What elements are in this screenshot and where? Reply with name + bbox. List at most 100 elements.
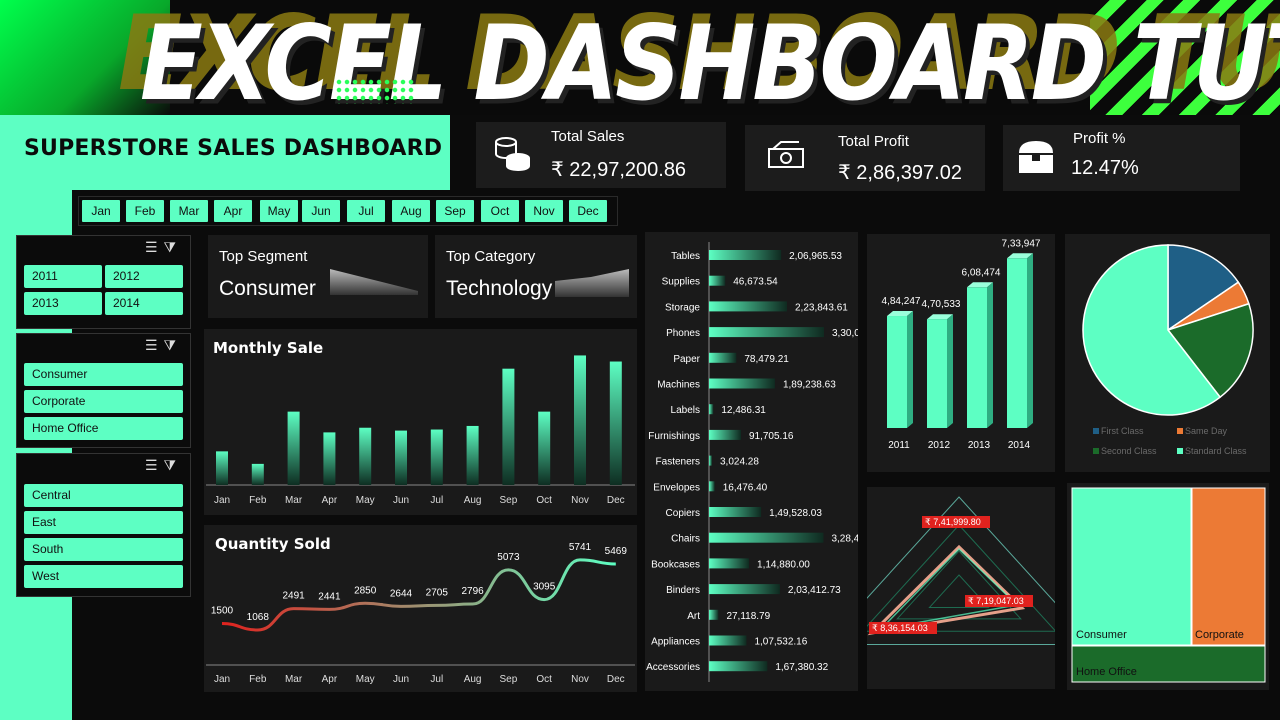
top-category-card: Top Category Technology <box>435 235 637 318</box>
tick-label: Oct <box>536 674 552 685</box>
category-label: Paper <box>673 354 700 365</box>
data-label: 4,84,247 <box>882 296 921 307</box>
data-label: 6,08,474 <box>962 267 1001 278</box>
radar-series-glow <box>878 547 1019 631</box>
clear-filter-icon[interactable]: ⧩ <box>163 239 182 255</box>
segment-slicer: ☰⧩ Consumer Corporate Home Office <box>16 333 191 448</box>
monthly-sale-svg: Jan Feb Mar Apr May Jun Jul Aug Sep Oct Nov Dec <box>206 355 635 506</box>
thumbnail-banner: EXCEL DASHBOARD TUTORIAL EXCEL DASHBOARD… <box>0 0 1280 115</box>
clear-filter-icon[interactable]: ⧩ <box>163 337 182 353</box>
tick-label: Jun <box>393 495 409 506</box>
category-label: Copiers <box>666 508 700 519</box>
slicer-item[interactable]: 2014 <box>105 292 183 315</box>
treemap-cell <box>1191 487 1266 646</box>
tick-label: 2014 <box>1008 440 1031 451</box>
tick-label: Dec <box>607 495 625 506</box>
bar <box>709 507 762 517</box>
bar-top <box>967 282 993 288</box>
month-button[interactable]: Jan <box>82 200 120 222</box>
slicer-item[interactable]: West <box>24 565 183 588</box>
data-label: ₹ 7,19,047.03 <box>968 596 1024 606</box>
slicer-item[interactable]: Home Office <box>24 417 183 440</box>
month-button[interactable]: Sep <box>436 200 474 222</box>
data-label: 2,06,965.53 <box>789 251 842 262</box>
tick-label: Apr <box>322 495 338 506</box>
data-label: 1068 <box>247 612 270 623</box>
kpi-total-profit: Total Profit ₹ 2,86,397.02 <box>745 125 985 191</box>
multi-select-icon[interactable]: ☰ <box>144 239 164 255</box>
treemap-cell <box>1071 487 1192 646</box>
tick-label: May <box>356 674 375 685</box>
bar <box>709 352 737 363</box>
month-button[interactable]: Apr <box>214 200 252 222</box>
slicer-item[interactable]: Central <box>24 484 183 507</box>
treasure-chest-icon <box>1019 141 1053 173</box>
segment-treemap-svg: Consumer Corporate Home Office <box>1071 487 1266 683</box>
stripes-decoration <box>1090 0 1280 115</box>
bar <box>709 532 824 543</box>
year-slicer: ☰⧩ 2011 2012 2013 2014 <box>16 235 191 329</box>
radar-gridline <box>928 574 990 608</box>
category-label: Tables <box>671 251 700 262</box>
cash-icon <box>768 141 804 168</box>
slicer-item[interactable]: Consumer <box>24 363 183 386</box>
tick-label: Apr <box>322 674 338 685</box>
slicer-item[interactable]: 2011 <box>24 265 102 288</box>
month-button[interactable]: Mar <box>170 200 208 222</box>
slicer-item[interactable]: 2012 <box>105 265 183 288</box>
bar <box>967 287 987 428</box>
bar <box>709 301 788 312</box>
kpi-label: Total Profit <box>838 133 909 150</box>
month-button[interactable]: Aug <box>392 200 430 222</box>
month-button[interactable]: Dec <box>569 200 607 222</box>
category-label: Accessories <box>646 662 700 673</box>
bar <box>709 275 726 286</box>
slicer-item[interactable]: 2013 <box>24 292 102 315</box>
kpi-value: ₹ 22,97,200.86 <box>551 159 687 181</box>
card-value: Consumer <box>219 277 316 300</box>
coins-icon <box>495 137 530 171</box>
slicer-item[interactable]: Corporate <box>24 390 183 413</box>
bar <box>1007 258 1027 428</box>
data-label: 7,33,947 <box>1002 238 1041 249</box>
subcategory-sales-svg: Tables 2,06,965.53 Supplies 46,673.54 Storag… <box>646 242 858 682</box>
slicer-item[interactable]: South <box>24 538 183 561</box>
data-label: 2491 <box>282 591 305 602</box>
yearly-sales-chart: 4,84,247 2011 4,70,533 2012 6,08,474 2013 7,33… <box>867 234 1055 472</box>
multi-select-icon[interactable]: ☰ <box>144 457 164 473</box>
bar <box>709 429 741 440</box>
data-label: 2850 <box>354 585 377 596</box>
month-button[interactable]: Jun <box>302 200 340 222</box>
month-button[interactable]: May <box>260 200 298 222</box>
data-label: 2,23,843.61 <box>795 302 848 313</box>
month-button[interactable]: Jul <box>347 200 385 222</box>
tick-label: Aug <box>464 674 482 685</box>
month-button[interactable]: Feb <box>126 200 164 222</box>
slicer-item[interactable]: East <box>24 511 183 534</box>
bar-top <box>927 314 953 320</box>
data-label: 12,486.31 <box>721 405 766 416</box>
month-button[interactable]: Nov <box>525 200 563 222</box>
bar <box>709 609 719 620</box>
multi-select-icon[interactable]: ☰ <box>144 337 164 353</box>
radar-series <box>867 544 1026 636</box>
segment-treemap-chart: Consumer Corporate Home Office <box>1067 483 1269 690</box>
kpi-label: Total Sales <box>551 128 625 145</box>
bar <box>287 411 300 485</box>
label-box <box>922 516 990 528</box>
sparkline <box>555 269 629 297</box>
radar-gridline <box>867 496 1055 645</box>
data-label: 2796 <box>461 586 484 597</box>
bar-side <box>907 311 913 428</box>
legend-label: Same Day <box>1185 426 1228 436</box>
slicer-header-icons: ☰⧩ <box>145 239 182 256</box>
bar-side <box>987 282 993 428</box>
data-label: 91,705.16 <box>749 431 794 442</box>
bar-side <box>1027 253 1033 428</box>
clear-filter-icon[interactable]: ⧩ <box>163 457 182 473</box>
month-button[interactable]: Oct <box>481 200 519 222</box>
sparkline <box>330 269 418 295</box>
category-label: Art <box>687 611 700 622</box>
kpi-label: Profit % <box>1073 130 1126 147</box>
bar-top <box>1007 253 1033 259</box>
